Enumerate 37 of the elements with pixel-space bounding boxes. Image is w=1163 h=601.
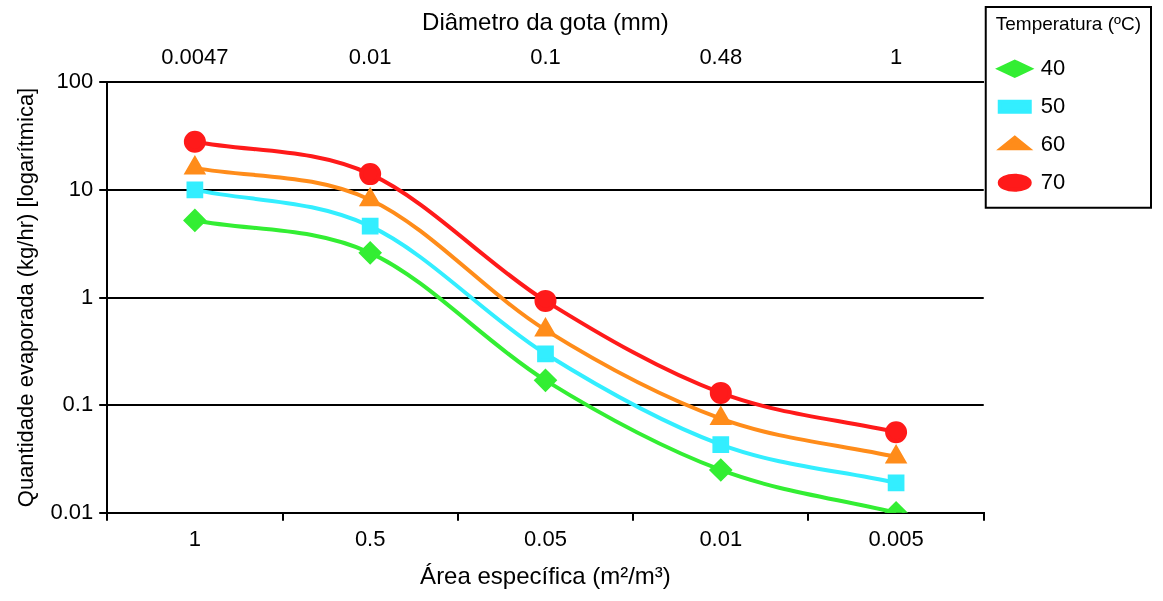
legend-label: 60 — [1040, 130, 1066, 156]
text: 0.48 — [699, 44, 743, 70]
x-tick-label: 0.01 — [699, 526, 743, 552]
x-tick-label: 0.5 — [354, 526, 386, 552]
point — [186, 181, 204, 199]
x-axis-title: Área específica (m²/m³) — [420, 562, 671, 590]
point — [359, 163, 382, 186]
legend-label: 50 — [1040, 92, 1066, 118]
legend-title: Temperatura (ºC) — [995, 12, 1142, 34]
text: 0.01 — [348, 44, 392, 70]
x-tick-label: 0.005 — [868, 526, 924, 552]
x-tick-label: 0.05 — [524, 526, 567, 552]
x2-axis-title: Diâmetro da gota (mm) — [422, 8, 669, 36]
point — [537, 345, 554, 363]
y-tick-label: 10 — [68, 175, 94, 201]
point — [361, 217, 379, 235]
text: 0.1 — [530, 44, 561, 70]
point — [709, 458, 732, 481]
point — [359, 241, 382, 264]
y-tick-label: 1 — [80, 283, 94, 309]
point — [183, 209, 206, 232]
legend-label: 70 — [1040, 168, 1066, 194]
point — [885, 421, 908, 444]
point — [712, 436, 730, 453]
point — [534, 289, 557, 312]
point — [709, 381, 732, 404]
y-tick-label: 0.1 — [62, 391, 94, 417]
text: 1 — [889, 44, 903, 70]
y-tick-label: 100 — [56, 68, 94, 94]
y-tick-label: 0.01 — [50, 498, 94, 524]
x-tick-label: 1 — [188, 526, 201, 552]
point — [534, 369, 557, 392]
text: 0.0047 — [161, 44, 229, 70]
point — [183, 130, 206, 153]
point — [887, 474, 905, 492]
y-axis-title: Quantidade evaporada (kg/hr) [logarítmica] — [13, 87, 39, 508]
legend-label: 40 — [1040, 54, 1066, 80]
